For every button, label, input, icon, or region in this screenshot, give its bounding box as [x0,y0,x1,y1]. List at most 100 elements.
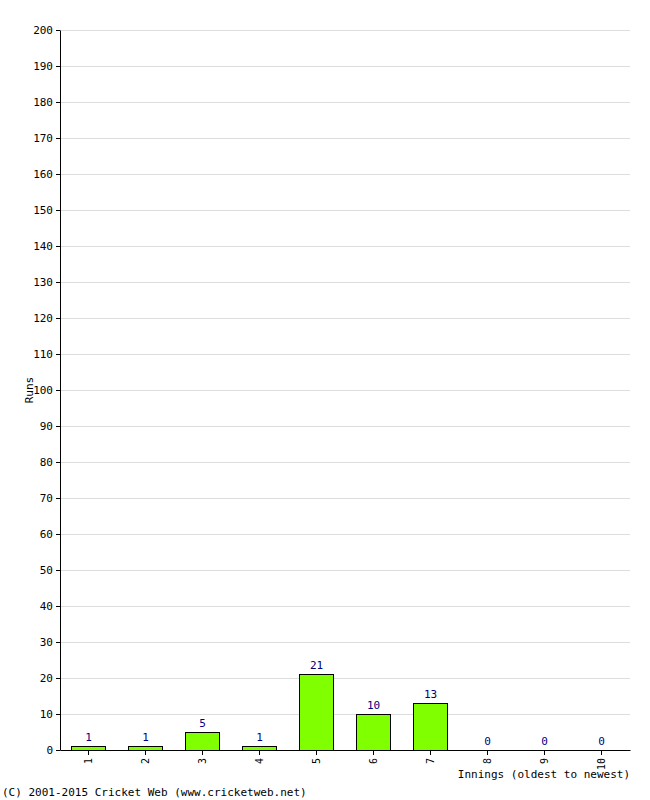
grid-line [60,318,630,319]
grid-line [60,534,630,535]
grid-line [60,102,630,103]
bar [470,750,504,751]
x-tick-mark [544,750,545,755]
bar [299,674,333,750]
x-tick-mark [88,750,89,755]
y-tick: 80 [40,456,60,469]
x-tick: 4 [254,750,265,764]
y-tick-mark [56,174,60,175]
bar [356,714,390,750]
grid-line [60,606,630,607]
bar [527,750,561,751]
x-tick-label: 5 [311,758,322,764]
chart: 1151211013000010203040506070809010011012… [0,0,650,800]
y-tick-label: 190 [33,60,53,73]
x-axis-title: Innings (oldest to newest) [458,768,630,781]
x-tick-label: 8 [482,758,493,764]
plot: 1151211013000010203040506070809010011012… [33,24,630,770]
y-tick: 130 [33,276,60,289]
x-tick-label: 1 [83,758,94,764]
bars [71,674,447,750]
y-tick-mark [56,102,60,103]
y-axis-title: Runs [23,377,36,404]
y-tick: 90 [40,420,60,433]
bar [584,750,618,751]
y-tick-label: 20 [40,672,53,685]
y-tick-label: 150 [33,204,53,217]
y-tick: 150 [33,204,60,217]
x-tick-mark [430,750,431,755]
y-tick-mark [56,678,60,679]
data-label: 1 [142,731,149,744]
y-tick-label: 30 [40,636,53,649]
x-tick: 5 [311,750,322,764]
y-tick-mark [56,354,60,355]
data-label: 1 [85,731,92,744]
y-tick: 170 [33,132,60,145]
y-tick: 160 [33,168,60,181]
y-tick-mark [56,606,60,607]
grid-line [60,66,630,67]
y-tick-mark [56,66,60,67]
y-tick-label: 130 [33,276,53,289]
x-tick-label: 6 [368,758,379,764]
data-label: 5 [199,717,206,730]
y-tick-label: 40 [40,600,53,613]
bar [242,746,276,750]
y-tick: 10 [40,708,60,721]
x-tick: 1 [83,750,94,764]
data-label: 1 [256,731,263,744]
y-tick: 0 [46,744,60,757]
grid-line [60,390,630,391]
x-tick-mark [316,750,317,755]
grid-line [60,282,630,283]
x-tick-label: 7 [425,758,436,764]
y-tick-label: 120 [33,312,53,325]
y-tick: 120 [33,312,60,325]
grid-line [60,210,630,211]
grid-line [60,462,630,463]
y-tick-mark [56,30,60,31]
y-axis: 0102030405060708090100110120130140150160… [33,24,60,757]
y-tick-mark [56,246,60,247]
bar [413,703,447,750]
y-tick: 110 [33,348,60,361]
grid-line [60,570,630,571]
x-tick: 6 [368,750,379,764]
bar [185,732,219,750]
data-label: 13 [424,688,437,701]
x-tick-mark [202,750,203,755]
y-tick: 30 [40,636,60,649]
x-tick-mark [601,750,602,755]
y-tick-mark [56,534,60,535]
data-label: 0 [598,735,605,748]
y-tick: 60 [40,528,60,541]
y-tick: 190 [33,60,60,73]
grid-line [60,642,630,643]
grid-line [60,354,630,355]
y-tick: 50 [40,564,60,577]
y-tick-mark [56,714,60,715]
y-tick: 140 [33,240,60,253]
y-tick-label: 0 [46,744,53,757]
y-axis-line [60,31,61,751]
grid-line [60,138,630,139]
y-tick: 200 [33,24,60,37]
y-tick-mark [56,642,60,643]
x-tick-label: 4 [254,758,265,764]
y-tick-mark [56,750,60,751]
y-tick-label: 100 [33,384,53,397]
grid-line [60,174,630,175]
y-tick-mark [56,390,60,391]
data-labels: 1151211013000 [85,659,605,748]
grid-line [60,678,630,679]
data-label: 10 [367,699,380,712]
grid-line [60,30,630,31]
x-tick: 9 [539,750,550,764]
bar [128,746,162,750]
y-tick-label: 60 [40,528,53,541]
y-tick-mark [56,498,60,499]
grid-line [60,714,630,715]
grid-line [60,498,630,499]
y-tick-label: 50 [40,564,53,577]
